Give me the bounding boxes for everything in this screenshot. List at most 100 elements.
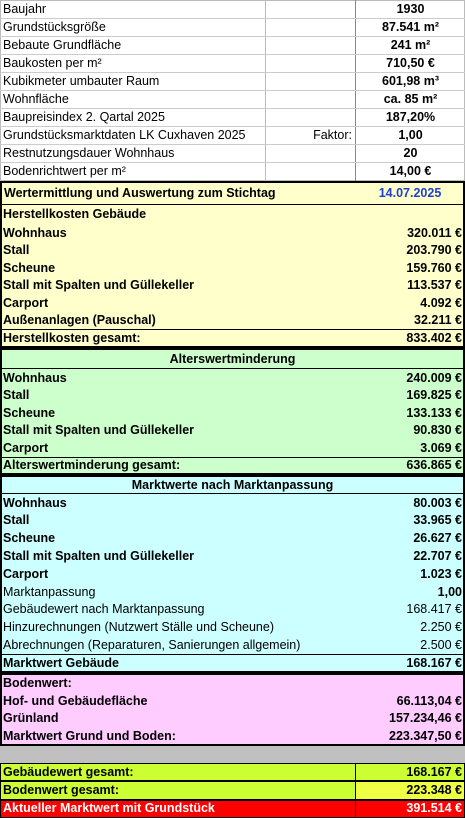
section-title: Marktwerte nach Marktanpassung xyxy=(0,477,465,494)
row-label: Hinzurechnungen (Nutzwert Ställe und Sch… xyxy=(3,620,274,635)
grid-line xyxy=(0,54,465,55)
grid-line xyxy=(0,162,465,163)
row-value: 113.537 € xyxy=(407,278,462,292)
row-label: Bodenwert gesamt: xyxy=(3,783,119,798)
row-label: Grundstücksgröße xyxy=(3,19,106,34)
row-label: Wohnhaus xyxy=(3,225,67,240)
row-label: Baupreisindex 2. Qartal 2025 xyxy=(3,109,165,124)
grid-line xyxy=(0,126,465,127)
row-label: Kubikmeter umbauter Raum xyxy=(3,73,160,88)
row-value: ca. 85 m² xyxy=(383,91,438,106)
row-value: 22.707 € xyxy=(413,549,462,564)
row-label: Scheune xyxy=(3,405,56,420)
section-bg xyxy=(0,181,465,348)
row-label: Grundstücksmarktdaten LK Cuxhaven 2025 xyxy=(3,127,246,142)
row-value: 169.825 € xyxy=(406,388,462,402)
section-date: 14.07.2025 xyxy=(378,186,442,201)
row-value: 157.234,46 € xyxy=(389,711,462,725)
row-label: Wohnhaus xyxy=(3,495,67,510)
row-label: Marktanpassung xyxy=(3,584,96,599)
row-label: Stall xyxy=(3,243,30,257)
row-value: 33.965 € xyxy=(413,513,462,528)
row-value: 87.541 m² xyxy=(382,19,439,34)
row-value: 66.113,04 € xyxy=(396,693,462,708)
row-label: Herstellkosten gesamt: xyxy=(3,330,141,345)
grid-line xyxy=(0,144,465,145)
row-label: Carport xyxy=(3,440,49,455)
row-label: Außenanlagen (Pauschal) xyxy=(3,313,156,327)
row-value: 1,00 xyxy=(437,584,462,599)
row-value: 168.167 € xyxy=(406,764,462,779)
grid-line xyxy=(0,456,465,458)
row-value: 26.627 € xyxy=(413,531,462,546)
grid-line xyxy=(0,204,465,205)
grid-line xyxy=(0,654,465,656)
row-label: Carport xyxy=(3,566,49,581)
grid-line xyxy=(0,36,465,37)
row-value: 833.402 € xyxy=(406,330,462,345)
row-value: 168.167 € xyxy=(406,655,462,670)
row-label: Stall mit Spalten und Güllekeller xyxy=(3,278,195,292)
row-label: Stall mit Spalten und Güllekeller xyxy=(3,423,195,437)
row-value: 320.011 € xyxy=(407,225,462,240)
row-value: 223.348 € xyxy=(406,783,462,798)
row-label: Wohnfläche xyxy=(3,91,69,106)
grid-line xyxy=(0,90,465,91)
row-label: Marktwert Grund und Boden: xyxy=(3,728,176,743)
section-bg xyxy=(0,673,465,746)
row-label: Bodenrichtwert per m² xyxy=(3,163,126,178)
row-label: Bebaute Grundfläche xyxy=(3,37,122,52)
row-label: Herstellkosten Gebäude xyxy=(3,207,147,222)
separator xyxy=(0,746,465,763)
row-value: 3.069 € xyxy=(420,440,462,455)
row-value: 168.417 € xyxy=(406,602,462,617)
grid-line xyxy=(0,108,465,109)
row-label: Stall xyxy=(3,388,30,402)
row-value: 203.790 € xyxy=(406,243,462,257)
row-label: Abrechnungen (Reparaturen, Sanierungen a… xyxy=(3,638,301,653)
row-value: 710,50 € xyxy=(386,55,435,70)
row-value: 1.023 € xyxy=(420,566,462,581)
row-value: 391.514 € xyxy=(406,801,462,816)
section-title: Wertermittlung und Auswertung zum Sticht… xyxy=(4,186,276,201)
row-value: 601,98 m³ xyxy=(382,73,439,88)
row-value: 4.092 € xyxy=(420,295,462,310)
row-value: 187,20% xyxy=(385,109,436,124)
row-value: 241 m² xyxy=(390,37,431,52)
row-value: 159.760 € xyxy=(406,260,462,275)
row-value: 14,00 € xyxy=(389,163,432,178)
row-label: Restnutzungsdauer Wohnhaus xyxy=(3,145,175,160)
row-label: Marktwert Gebäude xyxy=(3,655,120,670)
grid-line xyxy=(0,72,465,73)
section-bg xyxy=(0,475,465,673)
row-value: 90.830 € xyxy=(413,423,462,437)
row-label: Scheune xyxy=(3,531,56,546)
row-label: Stall mit Spalten und Güllekeller xyxy=(3,549,195,564)
grid-line xyxy=(0,18,465,19)
row-label: Alterswertminderung gesamt: xyxy=(3,458,181,472)
row-label: Wohnhaus xyxy=(3,370,67,385)
row-label: Grünland xyxy=(3,711,59,725)
row-label: Gebäudewert nach Marktanpassung xyxy=(3,602,205,617)
row-label: Stall xyxy=(3,513,30,528)
row-label: Scheune xyxy=(3,260,56,275)
section-bg xyxy=(0,348,465,475)
row-label: Hof- und Gebäudefläche xyxy=(3,693,148,708)
row-value: 240.009 € xyxy=(406,370,462,385)
row-label: Baukosten per m² xyxy=(3,55,102,70)
grid-line xyxy=(0,329,465,330)
row-value: 223.347,50 € xyxy=(389,728,462,743)
row-value: 80.003 € xyxy=(413,495,462,510)
row-label: Carport xyxy=(3,295,49,310)
row-label: Bodenwert: xyxy=(3,676,72,691)
row-value: 2.500 € xyxy=(420,638,462,653)
row-label: Aktueller Marktwert mit Grundstück xyxy=(3,801,215,816)
factor-label: Faktor: xyxy=(313,127,352,142)
row-value: 636.865 € xyxy=(406,458,462,472)
section-title: Alterswertminderung xyxy=(0,350,465,369)
row-value: 2.250 € xyxy=(420,620,462,635)
row-value: 32.211 € xyxy=(414,313,462,327)
row-value: 133.133 € xyxy=(406,405,462,420)
row-label: Gebäudewert gesamt: xyxy=(3,764,134,779)
